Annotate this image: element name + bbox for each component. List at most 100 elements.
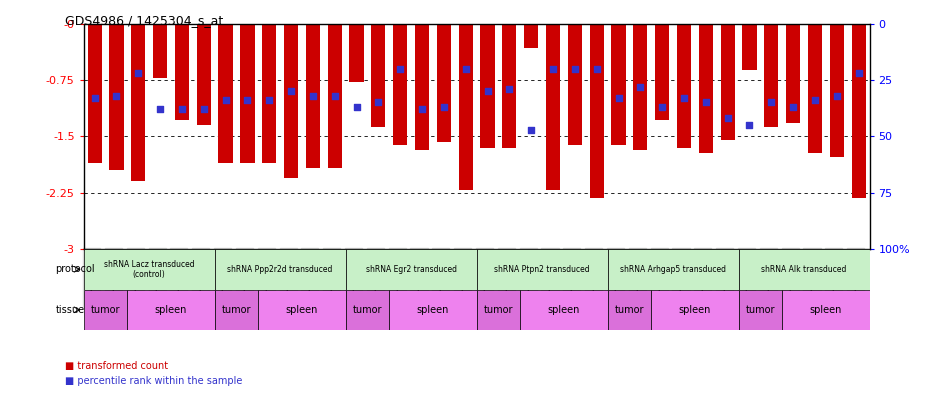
Bar <box>393 24 407 145</box>
Bar <box>633 24 647 150</box>
Point <box>284 88 299 94</box>
Bar <box>219 24 232 163</box>
Point <box>611 95 626 101</box>
Bar <box>607 290 651 330</box>
Text: tumor: tumor <box>91 305 120 315</box>
Point <box>240 97 255 103</box>
Point <box>786 104 801 110</box>
Point <box>524 127 538 133</box>
Text: protocol: protocol <box>55 264 95 274</box>
Text: ■ transformed count: ■ transformed count <box>65 362 168 371</box>
Text: spleen: spleen <box>417 305 449 315</box>
Bar <box>738 249 870 290</box>
Bar <box>738 290 782 330</box>
Text: spleen: spleen <box>548 305 580 315</box>
Bar <box>437 24 451 142</box>
Point <box>87 95 102 101</box>
Bar <box>390 290 476 330</box>
Bar <box>808 24 822 153</box>
Point <box>567 66 582 72</box>
Bar <box>153 24 167 78</box>
Text: shRNA Arhgap5 transduced: shRNA Arhgap5 transduced <box>620 265 726 274</box>
Point <box>349 104 364 110</box>
Bar <box>110 24 124 170</box>
Point <box>392 66 407 72</box>
Bar <box>346 290 390 330</box>
Bar <box>175 24 189 120</box>
Bar <box>742 24 757 70</box>
Bar <box>127 290 215 330</box>
Bar <box>371 24 386 127</box>
Bar <box>259 290 346 330</box>
Bar <box>764 24 778 127</box>
Point <box>830 93 844 99</box>
Text: spleen: spleen <box>679 305 711 315</box>
Bar <box>677 24 691 147</box>
Bar <box>476 290 520 330</box>
Text: shRNA Egr2 transduced: shRNA Egr2 transduced <box>365 265 457 274</box>
Point <box>655 104 670 110</box>
Text: spleen: spleen <box>810 305 842 315</box>
Bar <box>546 24 560 190</box>
Bar <box>698 24 713 153</box>
Text: tissue: tissue <box>55 305 85 315</box>
Bar <box>240 24 255 163</box>
Text: GDS4986 / 1425304_s_at: GDS4986 / 1425304_s_at <box>65 14 223 27</box>
Bar <box>350 24 364 82</box>
Bar <box>215 290 259 330</box>
Text: tumor: tumor <box>221 305 251 315</box>
Point <box>764 99 778 106</box>
Point <box>131 70 146 76</box>
Point <box>807 97 822 103</box>
Point <box>720 115 735 121</box>
Bar <box>786 24 800 123</box>
Point <box>196 106 211 112</box>
Point <box>153 106 167 112</box>
Bar <box>651 290 738 330</box>
Text: spleen: spleen <box>154 305 187 315</box>
Bar <box>567 24 582 145</box>
Point <box>502 86 517 92</box>
Bar <box>84 290 127 330</box>
Point <box>262 97 277 103</box>
Text: shRNA Ptpn2 transduced: shRNA Ptpn2 transduced <box>495 265 590 274</box>
Point <box>436 104 451 110</box>
Point <box>219 97 233 103</box>
Text: spleen: spleen <box>286 305 318 315</box>
Point <box>458 66 473 72</box>
Bar <box>782 290 870 330</box>
Bar <box>476 249 607 290</box>
Bar <box>481 24 495 147</box>
Point <box>327 93 342 99</box>
Bar <box>284 24 299 178</box>
Bar <box>196 24 211 125</box>
Bar <box>327 24 342 168</box>
Bar <box>655 24 670 120</box>
Bar <box>830 24 844 157</box>
Text: shRNA Ppp2r2d transduced: shRNA Ppp2r2d transduced <box>228 265 333 274</box>
Point <box>633 84 648 90</box>
Bar <box>611 24 626 145</box>
Text: tumor: tumor <box>746 305 775 315</box>
Bar <box>607 249 738 290</box>
Text: shRNA Lacz transduced
(control): shRNA Lacz transduced (control) <box>104 259 194 279</box>
Bar <box>131 24 145 181</box>
Bar <box>721 24 735 140</box>
Point <box>742 122 757 128</box>
Bar <box>215 249 346 290</box>
Bar <box>415 24 429 150</box>
Text: tumor: tumor <box>484 305 513 315</box>
Point <box>698 99 713 106</box>
Bar <box>87 24 101 163</box>
Text: ■ percentile rank within the sample: ■ percentile rank within the sample <box>65 376 243 386</box>
Bar <box>520 290 607 330</box>
Point <box>590 66 604 72</box>
Text: shRNA Alk transduced: shRNA Alk transduced <box>762 265 846 274</box>
Bar <box>262 24 276 163</box>
Bar <box>590 24 604 198</box>
Point <box>415 106 430 112</box>
Bar <box>852 24 866 198</box>
Bar <box>306 24 320 168</box>
Point <box>676 95 691 101</box>
Text: tumor: tumor <box>352 305 382 315</box>
